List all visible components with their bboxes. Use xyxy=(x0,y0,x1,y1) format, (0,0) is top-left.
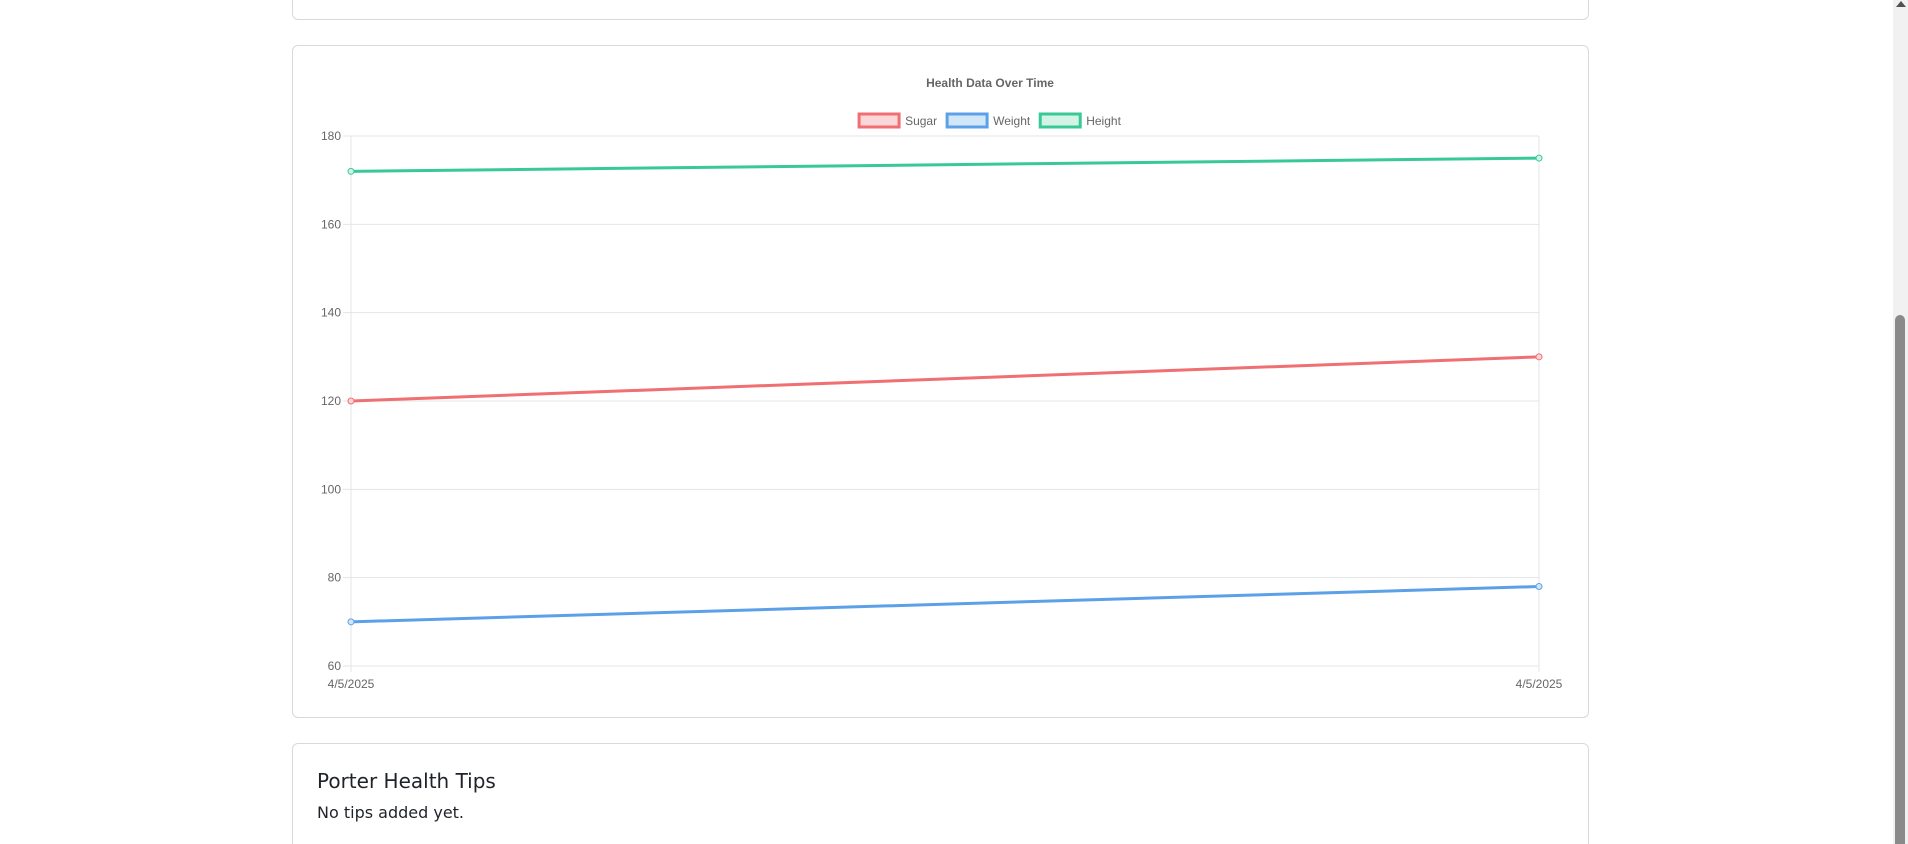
tips-title: Porter Health Tips xyxy=(317,769,496,793)
series-line xyxy=(350,156,1540,173)
data-point xyxy=(1535,353,1543,361)
tips-empty-message: No tips added yet. xyxy=(317,803,465,822)
health-tips-card: Porter Health Tips No tips added yet. xyxy=(292,743,1589,844)
legend-label: Height xyxy=(1086,114,1121,128)
y-tick-label: 180 xyxy=(321,129,341,143)
y-tick-label: 160 xyxy=(321,217,341,231)
x-tick-label: 4/5/2025 xyxy=(1516,677,1563,691)
scroll-up-arrow-icon[interactable] xyxy=(1896,1,1906,7)
legend-swatch xyxy=(857,112,901,129)
data-point xyxy=(347,618,355,626)
y-tick-label: 140 xyxy=(321,306,341,320)
y-tick-label: 100 xyxy=(321,482,341,496)
legend-label: Weight xyxy=(993,114,1031,128)
data-point xyxy=(347,397,355,405)
y-tick-label: 80 xyxy=(328,571,342,585)
x-tick-label: 4/5/2025 xyxy=(328,677,375,691)
health-chart-card: 60 80 100 120 140 160 180 4/5/2025 4/5/2025 Healt… xyxy=(292,45,1589,718)
scrollbar-thumb[interactable] xyxy=(1895,315,1905,844)
data-point xyxy=(1535,583,1543,590)
health-data-chart: 60 80 100 120 140 160 180 4/5/2025 4/5/2025 Healt… xyxy=(321,76,1563,691)
data-point xyxy=(1535,154,1543,162)
series-line xyxy=(350,355,1540,403)
legend-swatch xyxy=(945,112,989,129)
series-line xyxy=(350,585,1540,624)
previous-card xyxy=(292,0,1589,20)
legend-label: Sugar xyxy=(905,114,937,128)
y-tick-label: 120 xyxy=(321,394,341,408)
chart-title: Health Data Over Time xyxy=(926,76,1054,90)
vertical-scrollbar[interactable] xyxy=(1893,0,1908,844)
data-point xyxy=(347,167,355,175)
legend-swatch xyxy=(1038,112,1082,129)
y-tick-label: 60 xyxy=(328,659,342,673)
